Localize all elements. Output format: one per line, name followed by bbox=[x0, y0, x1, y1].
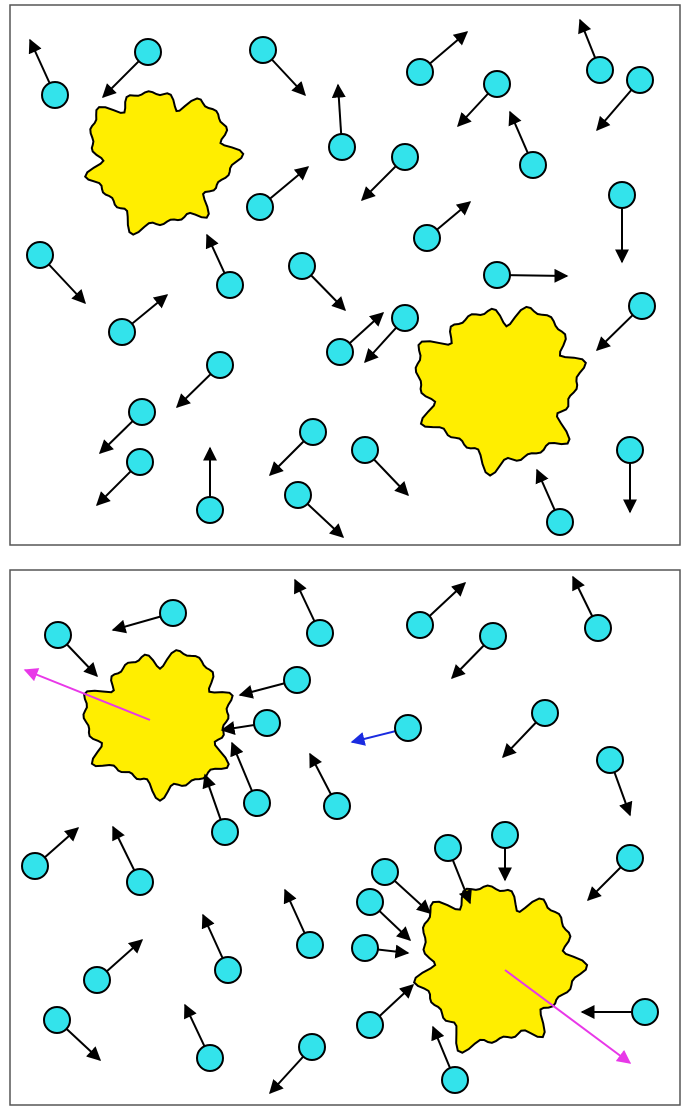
particle bbox=[21, 852, 49, 880]
particle bbox=[44, 621, 72, 649]
particle bbox=[413, 224, 441, 252]
particle bbox=[479, 622, 507, 650]
cluster-velocity bbox=[504, 969, 632, 1064]
particle bbox=[371, 858, 399, 886]
particle bbox=[196, 496, 224, 524]
particle bbox=[243, 789, 271, 817]
cluster-velocity bbox=[23, 668, 151, 721]
particle bbox=[216, 271, 244, 299]
particle bbox=[326, 338, 354, 366]
particle bbox=[288, 252, 316, 280]
particle bbox=[546, 508, 574, 536]
particle bbox=[608, 181, 636, 209]
particle bbox=[434, 834, 462, 862]
particle bbox=[83, 966, 111, 994]
particle bbox=[616, 844, 644, 872]
particle bbox=[586, 56, 614, 84]
particle bbox=[128, 398, 156, 426]
particle bbox=[159, 599, 187, 627]
particle bbox=[323, 792, 351, 820]
particle bbox=[206, 351, 234, 379]
particle bbox=[41, 81, 69, 109]
particle bbox=[351, 934, 379, 962]
particle bbox=[214, 956, 242, 984]
particle bbox=[616, 436, 644, 464]
particle bbox=[584, 614, 612, 642]
particle bbox=[441, 1066, 469, 1094]
particle bbox=[406, 58, 434, 86]
particle bbox=[394, 714, 422, 742]
particle bbox=[519, 151, 547, 179]
particle bbox=[126, 868, 154, 896]
particle bbox=[196, 1044, 224, 1072]
particle bbox=[391, 304, 419, 332]
panel-top bbox=[9, 4, 681, 546]
cluster bbox=[412, 884, 589, 1054]
particle bbox=[26, 241, 54, 269]
particle bbox=[626, 66, 654, 94]
cluster bbox=[82, 649, 234, 802]
particle bbox=[296, 931, 324, 959]
cluster bbox=[414, 305, 587, 477]
particle bbox=[356, 1011, 384, 1039]
particle bbox=[328, 133, 356, 161]
particle bbox=[43, 1006, 71, 1034]
particle bbox=[299, 418, 327, 446]
particle bbox=[253, 709, 281, 737]
particle bbox=[483, 261, 511, 289]
cluster bbox=[83, 90, 245, 236]
particle bbox=[126, 448, 154, 476]
particle bbox=[596, 746, 624, 774]
particle bbox=[391, 143, 419, 171]
particle bbox=[283, 666, 311, 694]
particle bbox=[298, 1033, 326, 1061]
particle bbox=[628, 292, 656, 320]
particle bbox=[406, 611, 434, 639]
particle bbox=[351, 436, 379, 464]
particle bbox=[108, 318, 136, 346]
particle bbox=[249, 36, 277, 64]
particle bbox=[211, 818, 239, 846]
particle bbox=[631, 998, 659, 1026]
particle bbox=[246, 193, 274, 221]
particle bbox=[531, 699, 559, 727]
particle bbox=[483, 70, 511, 98]
particle bbox=[306, 619, 334, 647]
particle bbox=[491, 821, 519, 849]
particle bbox=[356, 888, 384, 916]
particle bbox=[134, 38, 162, 66]
particle bbox=[284, 481, 312, 509]
